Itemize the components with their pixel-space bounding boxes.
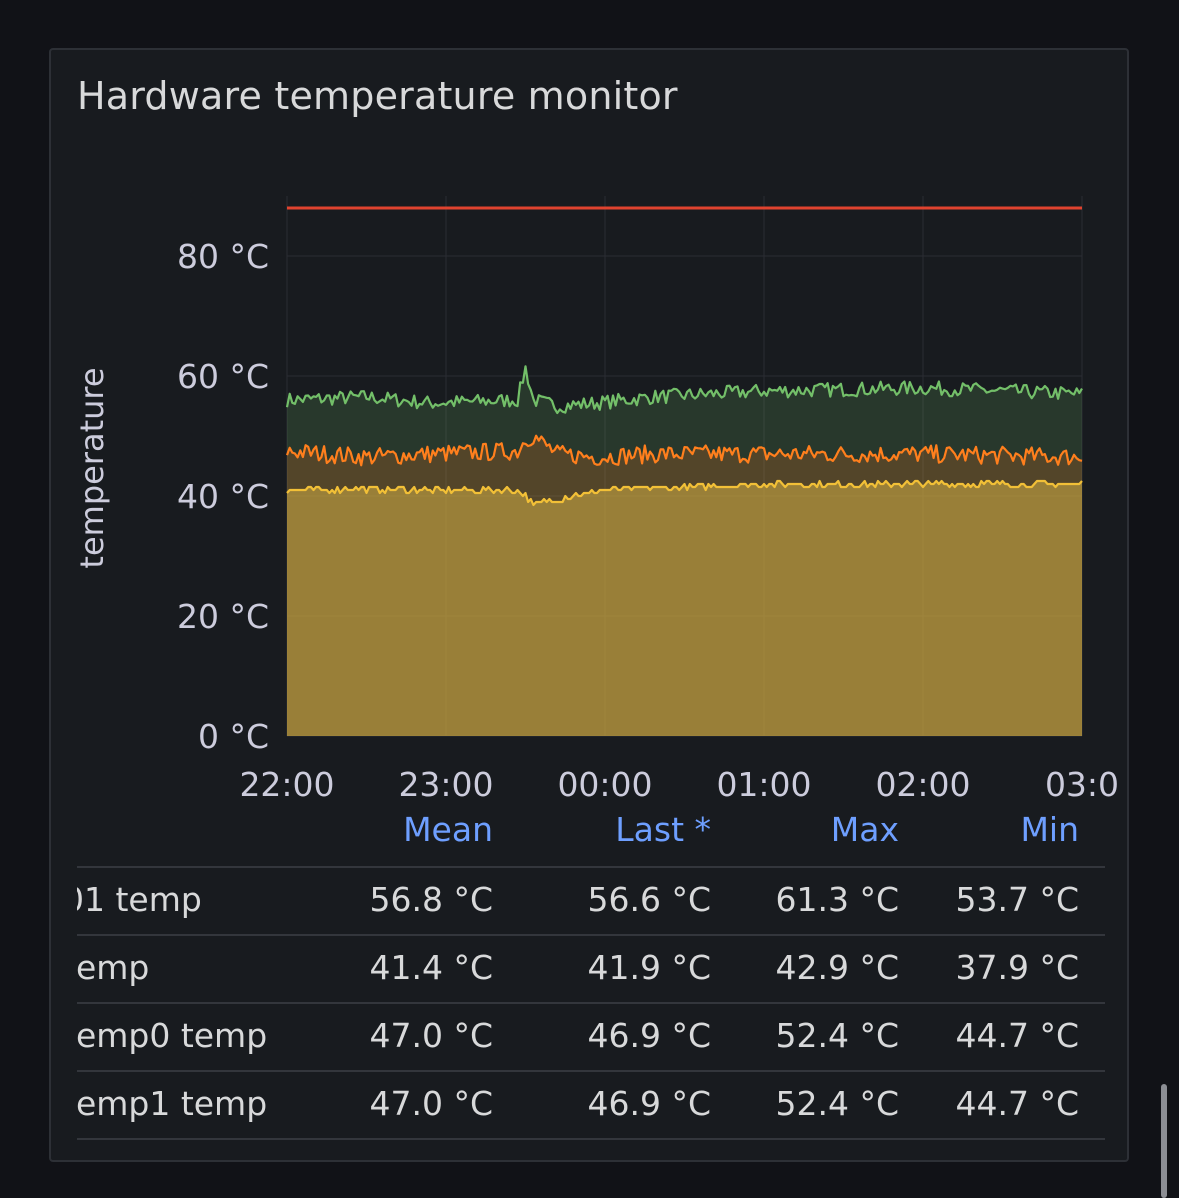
y-axis-title: temperature — [73, 367, 111, 568]
temperature-chart[interactable]: 0 °C 20 °C 40 °C 60 °C 80 °C 22:00 23:00 00:00 0… — [51, 50, 1129, 810]
legend-last-value: 41.9 °C — [587, 948, 711, 987]
legend-mean-value: 56.8 °C — [369, 880, 493, 919]
legend-row[interactable]: temp 41.4 °C 41.9 °C 42.9 °C 37.9 °C — [77, 936, 1105, 1004]
panel-title[interactable]: Hardware temperature monitor — [77, 74, 678, 118]
temperature-panel: Hardware temperature monitor 0 °C 20 °C 40… — [49, 48, 1129, 1162]
legend-header-min[interactable]: Min — [1020, 810, 1079, 849]
y-tick-label: 0 °C — [198, 717, 269, 756]
legend-header: Mean Last * Max Min — [77, 808, 1105, 868]
x-tick-label: 22:00 — [239, 765, 334, 804]
y-tick-label: 60 °C — [177, 357, 269, 396]
legend-last-value: 56.6 °C — [587, 880, 711, 919]
legend-mean-value: 47.0 °C — [369, 1016, 493, 1055]
legend-mean-value: 41.4 °C — [369, 948, 493, 987]
legend-row[interactable]: temp0 temp 47.0 °C 46.9 °C 52.4 °C 44.7 … — [77, 1004, 1105, 1072]
legend-max-value: 52.4 °C — [775, 1016, 899, 1055]
legend-series-name[interactable]: temp1 temp — [77, 1084, 268, 1123]
legend-min-value: 44.7 °C — [955, 1084, 1079, 1123]
legend-max-value: 42.9 °C — [775, 948, 899, 987]
y-tick-label: 40 °C — [177, 477, 269, 516]
legend-min-value: 44.7 °C — [955, 1016, 1079, 1055]
x-tick-label: 01:00 — [716, 765, 811, 804]
legend-last-value: 46.9 °C — [587, 1084, 711, 1123]
legend-row[interactable]: 01 temp 56.8 °C 56.6 °C 61.3 °C 53.7 °C — [77, 868, 1105, 936]
legend-row[interactable]: temp1 temp 47.0 °C 46.9 °C 52.4 °C 44.7 … — [77, 1072, 1105, 1140]
legend-last-value: 46.9 °C — [587, 1016, 711, 1055]
legend-max-value: 52.4 °C — [775, 1084, 899, 1123]
x-tick-label: 23:00 — [398, 765, 493, 804]
series-line — [286, 479, 1083, 507]
legend-mean-value: 47.0 °C — [369, 1084, 493, 1123]
series-line — [285, 434, 1083, 467]
legend-series-name[interactable]: 01 temp — [77, 880, 202, 919]
series-area — [287, 481, 1082, 736]
legend-series-name[interactable]: temp — [77, 948, 150, 987]
y-tick-label: 80 °C — [177, 237, 269, 276]
series-line — [285, 365, 1083, 415]
legend-series-name[interactable]: temp0 temp — [77, 1016, 268, 1055]
legend-min-value: 53.7 °C — [955, 880, 1079, 919]
y-tick-label: 20 °C — [177, 597, 269, 636]
legend-header-last[interactable]: Last * — [615, 810, 711, 849]
x-tick-label: 03:0 — [1045, 765, 1119, 804]
legend-header-mean[interactable]: Mean — [403, 810, 493, 849]
x-tick-label: 00:00 — [557, 765, 652, 804]
legend-max-value: 61.3 °C — [775, 880, 899, 919]
legend-table: Mean Last * Max Min 01 temp 56.8 °C 56.6… — [77, 808, 1105, 1148]
legend-header-max[interactable]: Max — [830, 810, 899, 849]
legend-min-value: 37.9 °C — [955, 948, 1079, 987]
page-scrollbar[interactable] — [1161, 1084, 1167, 1198]
x-tick-label: 02:00 — [875, 765, 970, 804]
